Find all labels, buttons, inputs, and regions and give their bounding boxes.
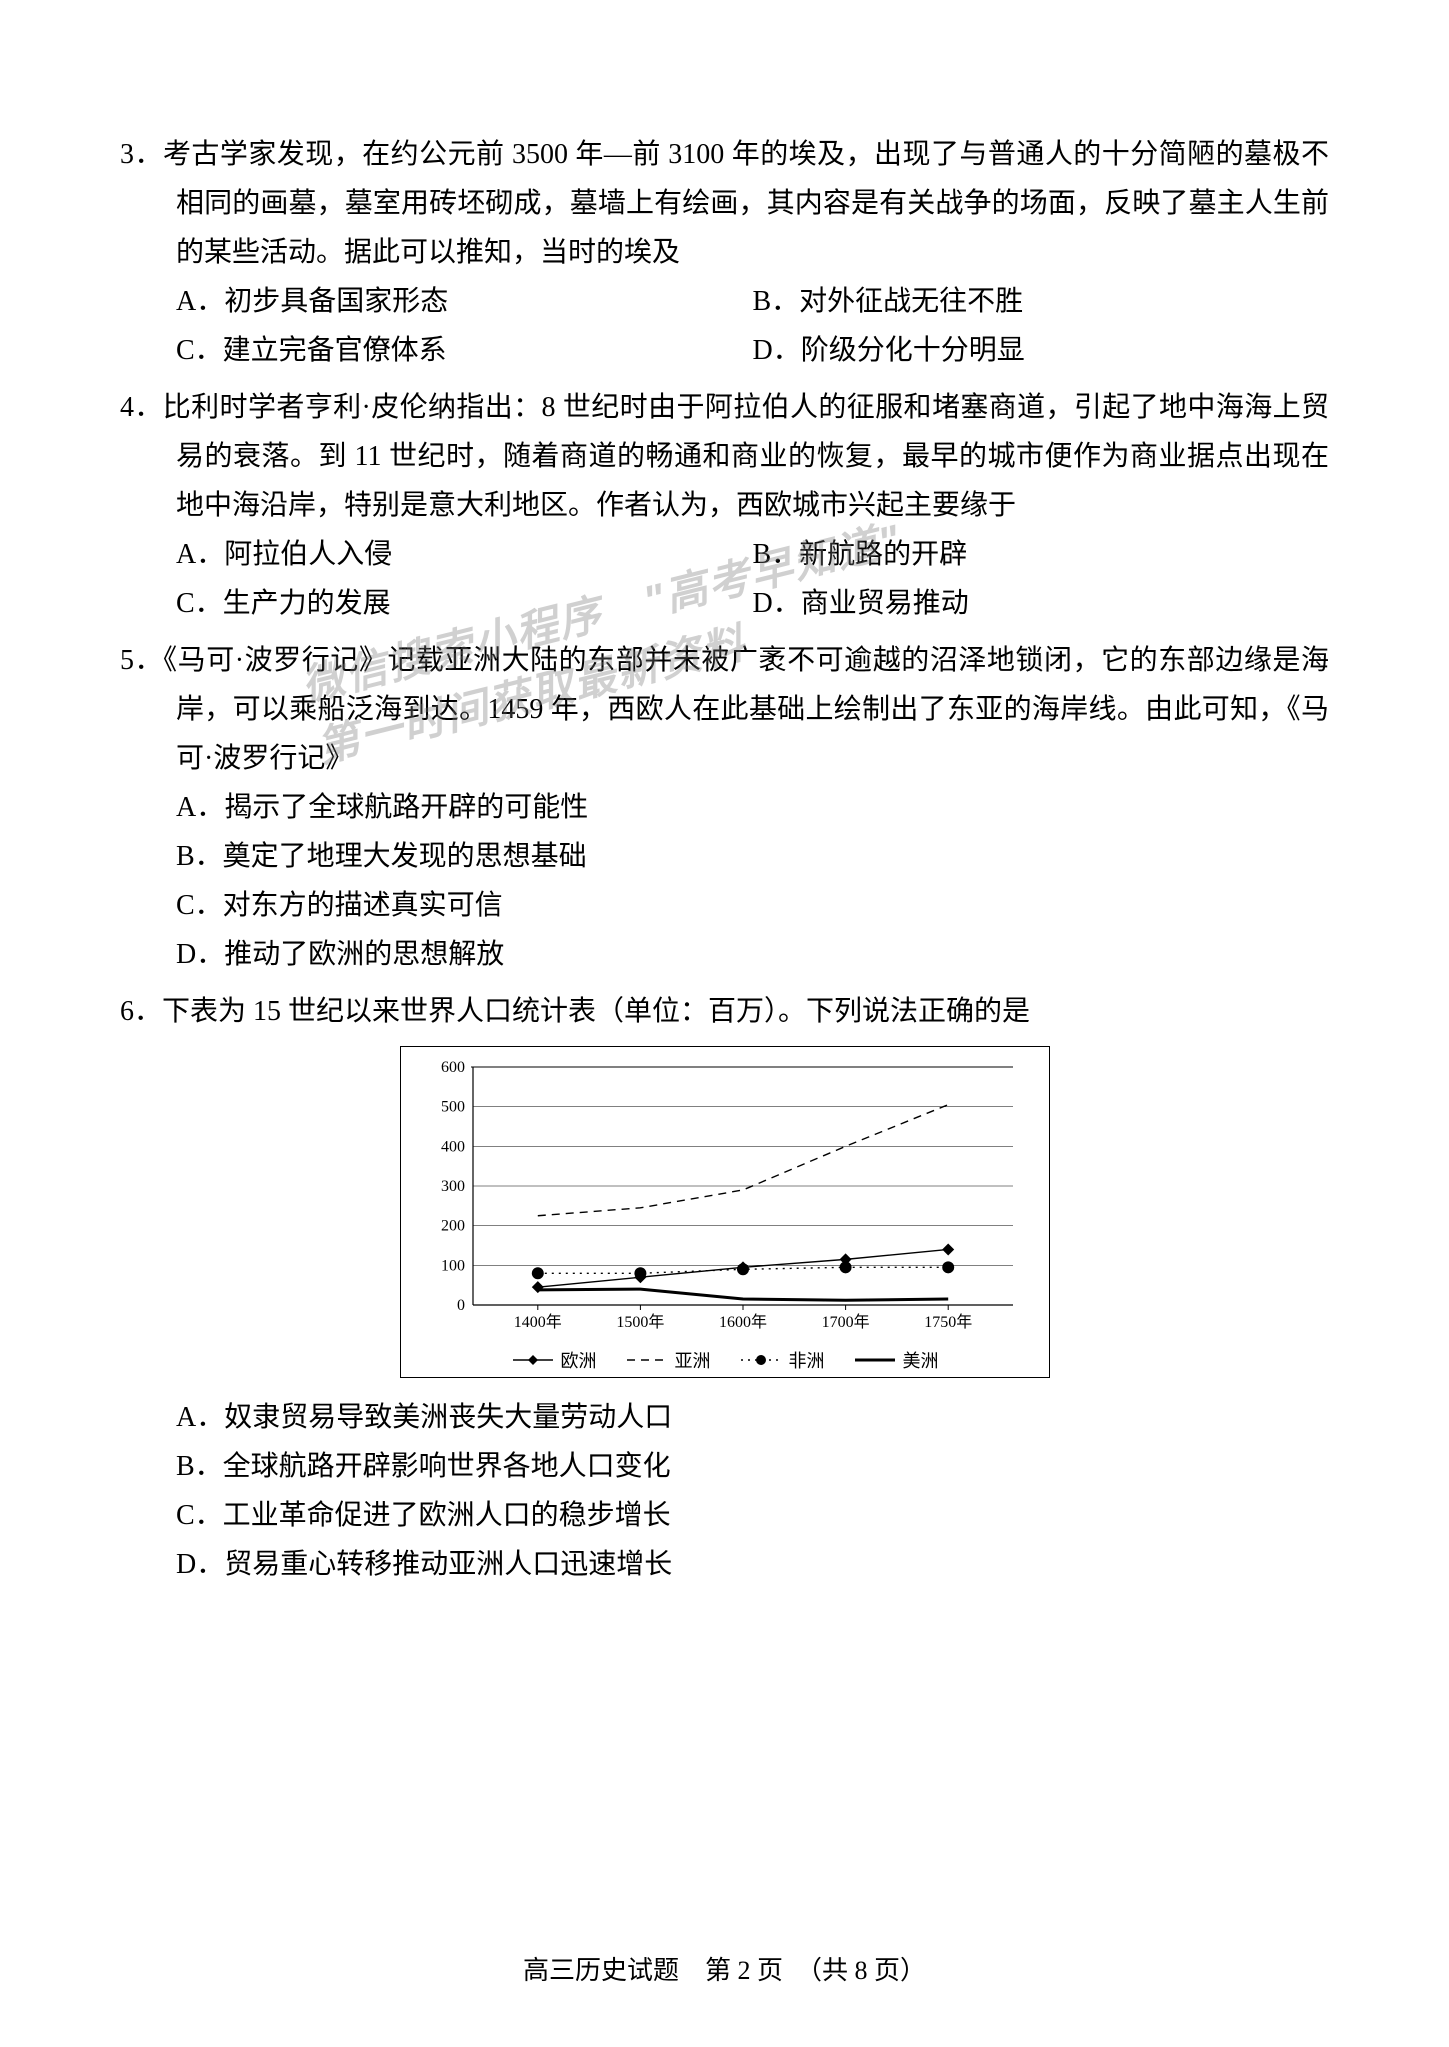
legend-label: 亚洲 — [675, 1347, 711, 1373]
question-3-opt-d: D．阶级分化十分明显 — [753, 326, 1330, 375]
question-4-text: 4．比利时学者亨利·皮伦纳指出：8 世纪时由于阿拉伯人的征服和堵塞商道，引起了地… — [120, 383, 1329, 530]
svg-text:100: 100 — [441, 1257, 465, 1274]
question-5-body: 《马可·波罗行记》记载亚洲大陆的东部并未被广袤不可逾越的沼泽地锁闭，它的东部边缘… — [163, 645, 1329, 774]
question-4-options-row-2: C．生产力的发展 D．商业贸易推动 — [120, 579, 1329, 628]
svg-text:400: 400 — [441, 1138, 465, 1155]
population-chart: 0 100 200 300 400 500 600 1400年 1500年 1600年 1700年 1… — [413, 1055, 1033, 1345]
svg-text:300: 300 — [441, 1178, 465, 1195]
question-4-opt-c: C．生产力的发展 — [176, 579, 753, 628]
question-6: 6．下表为 15 世纪以来世界人口统计表（单位：百万）。下列说法正确的是 0 10… — [120, 987, 1329, 1589]
population-chart-box: 0 100 200 300 400 500 600 1400年 1500年 1600年 1700年 1… — [400, 1046, 1050, 1378]
legend-item-美洲: 美洲 — [853, 1347, 939, 1373]
question-4-body: 比利时学者亨利·皮伦纳指出：8 世纪时由于阿拉伯人的征服和堵塞商道，引起了地中海… — [163, 392, 1329, 521]
svg-text:1700年: 1700年 — [821, 1313, 869, 1331]
svg-text:1600年: 1600年 — [718, 1313, 766, 1331]
question-5-text: 5．《马可·波罗行记》记载亚洲大陆的东部并未被广袤不可逾越的沼泽地锁闭，它的东部… — [120, 636, 1329, 783]
svg-text:200: 200 — [441, 1218, 465, 1235]
svg-text:1400年: 1400年 — [513, 1313, 561, 1331]
question-3-opt-b: B．对外征战无往不胜 — [753, 277, 1330, 326]
footer-text: 高三历史试题 第 2 页 （共 8 页） — [523, 1956, 926, 1985]
legend-item-非洲: 非洲 — [739, 1347, 825, 1373]
svg-text:500: 500 — [441, 1099, 465, 1116]
question-6-options: A．奴隶贸易导致美洲丧失大量劳动人口 B．全球航路开辟影响世界各地人口变化 C．… — [120, 1393, 1329, 1589]
question-4-num: 4． — [120, 392, 163, 423]
question-6-body: 下表为 15 世纪以来世界人口统计表（单位：百万）。下列说法正确的是 — [162, 996, 1030, 1027]
question-6-opt-b: B．全球航路开辟影响世界各地人口变化 — [176, 1442, 1329, 1491]
page-footer: 高三历史试题 第 2 页 （共 8 页） — [0, 1950, 1449, 1987]
question-4-opt-a: A．阿拉伯人入侵 — [176, 530, 753, 579]
svg-text:1500年: 1500年 — [616, 1313, 664, 1331]
question-5-opt-b: B．奠定了地理大发现的思想基础 — [176, 832, 1329, 881]
question-3-options-row-2: C．建立完备官僚体系 D．阶级分化十分明显 — [120, 326, 1329, 375]
question-6-opt-c: C．工业革命促进了欧洲人口的稳步增长 — [176, 1491, 1329, 1540]
question-3-text: 3．考古学家发现，在约公元前 3500 年—前 3100 年的埃及，出现了与普通… — [120, 130, 1329, 277]
question-5-opt-a: A．揭示了全球航路开辟的可能性 — [176, 783, 1329, 832]
question-5-options: A．揭示了全球航路开辟的可能性 B．奠定了地理大发现的思想基础 C．对东方的描述… — [120, 783, 1329, 979]
legend-label: 美洲 — [903, 1347, 939, 1373]
legend-item-欧洲: 欧洲 — [511, 1347, 597, 1373]
question-3-num: 3． — [120, 139, 163, 170]
question-5-opt-c: C．对东方的描述真实可信 — [176, 881, 1329, 930]
svg-text:0: 0 — [457, 1297, 465, 1314]
question-6-opt-d: D．贸易重心转移推动亚洲人口迅速增长 — [176, 1540, 1329, 1589]
legend-label: 欧洲 — [561, 1347, 597, 1373]
question-3-body: 考古学家发现，在约公元前 3500 年—前 3100 年的埃及，出现了与普通人的… — [163, 139, 1329, 268]
svg-text:1750年: 1750年 — [924, 1313, 972, 1331]
svg-text:600: 600 — [441, 1059, 465, 1076]
question-4-opt-b: B．新航路的开辟 — [753, 530, 1330, 579]
question-6-num: 6． — [120, 996, 162, 1027]
question-6-text: 6．下表为 15 世纪以来世界人口统计表（单位：百万）。下列说法正确的是 — [120, 987, 1329, 1036]
question-4-options-row-1: A．阿拉伯人入侵 B．新航路的开辟 — [120, 530, 1329, 579]
question-3-opt-a: A．初步具备国家形态 — [176, 277, 753, 326]
question-4: 4．比利时学者亨利·皮伦纳指出：8 世纪时由于阿拉伯人的征服和堵塞商道，引起了地… — [120, 383, 1329, 628]
question-6-opt-a: A．奴隶贸易导致美洲丧失大量劳动人口 — [176, 1393, 1329, 1442]
chart-legend: 欧洲 亚洲 非洲 美洲 — [413, 1345, 1037, 1373]
question-3-opt-c: C．建立完备官僚体系 — [176, 326, 753, 375]
legend-label: 非洲 — [789, 1347, 825, 1373]
question-3-options-row-1: A．初步具备国家形态 B．对外征战无往不胜 — [120, 277, 1329, 326]
question-5: 5．《马可·波罗行记》记载亚洲大陆的东部并未被广袤不可逾越的沼泽地锁闭，它的东部… — [120, 636, 1329, 979]
population-chart-container: 0 100 200 300 400 500 600 1400年 1500年 1600年 1700年 1… — [120, 1046, 1329, 1378]
legend-item-亚洲: 亚洲 — [625, 1347, 711, 1373]
question-5-num: 5． — [120, 645, 163, 676]
question-5-opt-d: D．推动了欧洲的思想解放 — [176, 930, 1329, 979]
question-3: 3．考古学家发现，在约公元前 3500 年—前 3100 年的埃及，出现了与普通… — [120, 130, 1329, 375]
question-4-opt-d: D．商业贸易推动 — [753, 579, 1330, 628]
